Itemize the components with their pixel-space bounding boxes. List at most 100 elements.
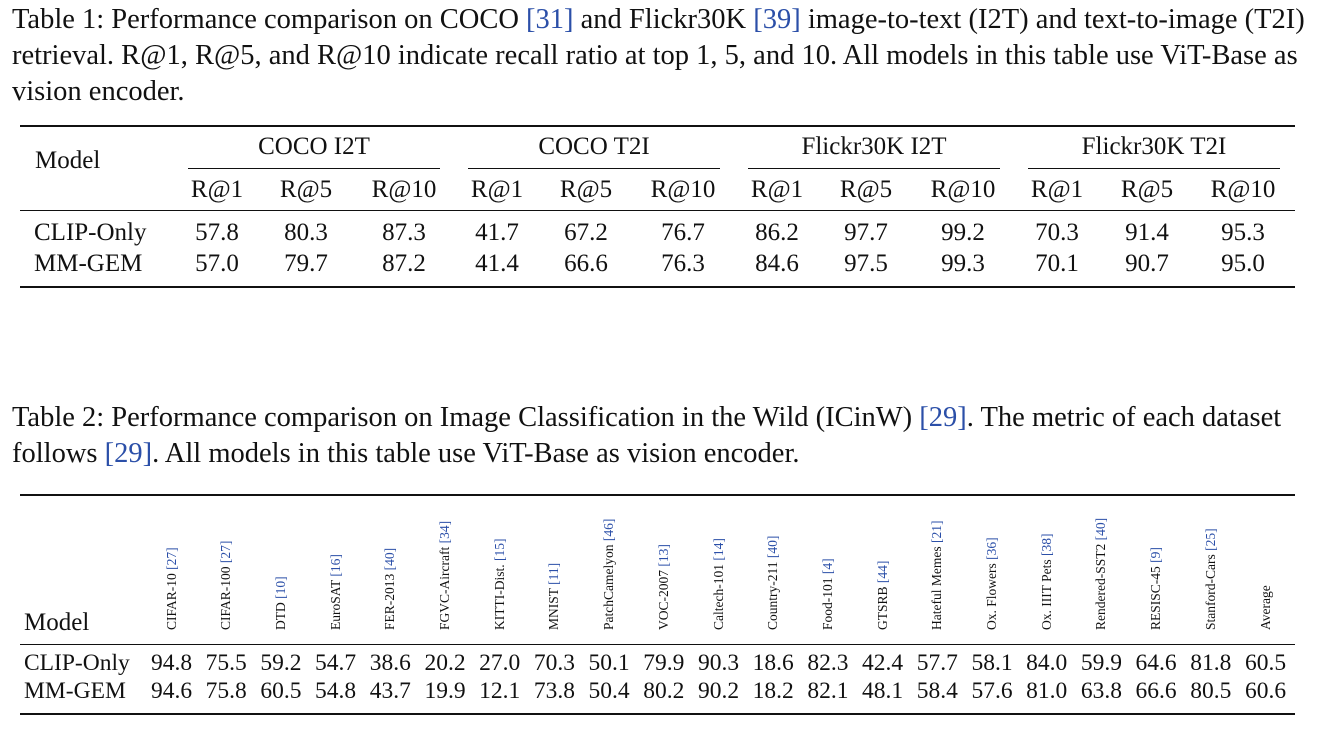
caption-text: . The metric of each dataset follows — [12, 402, 1282, 469]
citation-link[interactable]: [25] — [1202, 528, 1218, 551]
table2-cell: 54.8 — [315, 678, 357, 704]
citation-link[interactable]: [34] — [437, 520, 452, 544]
table2-cell: 84.0 — [1026, 650, 1068, 676]
table2-cell: 64.6 — [1135, 650, 1177, 676]
table2-column-name: KITTI-Dist. — [491, 564, 507, 630]
table2-column-name: Ox. IIIT Pets — [1038, 559, 1054, 630]
table1-cell: 99.3 — [941, 250, 985, 277]
table1-group-underline — [468, 168, 720, 169]
table2-cell: 81.0 — [1026, 678, 1068, 704]
citation-link[interactable]: [16] — [327, 554, 343, 577]
table2-column-header: Rendered-SST2 [40] — [1093, 518, 1109, 630]
table2-cell: 82.1 — [807, 678, 849, 704]
citation-link[interactable]: [9] — [1148, 547, 1164, 563]
table1-row-model: CLIP-Only — [34, 219, 147, 246]
table2-column-header: Ox. Flowers [36] — [984, 537, 1000, 630]
citation-link[interactable]: [46] — [601, 518, 617, 542]
table2-cell: 63.8 — [1080, 678, 1122, 704]
table2-column-header: PatchCamelyon [46] — [601, 519, 617, 630]
table1-bottom-rule — [20, 286, 1295, 288]
table1-group-underline — [188, 168, 440, 169]
table2-row-model: CLIP-Only — [24, 650, 130, 676]
citation-link[interactable]: [11] — [546, 562, 562, 585]
table1-cell: 66.6 — [564, 250, 608, 277]
table2-column-header: CIFAR-10 [27] — [164, 547, 180, 630]
table2-column-header: Country-211 [40] — [765, 536, 781, 630]
citation-link[interactable]: [10] — [272, 576, 288, 599]
table1-group-header: COCO T2I — [538, 133, 650, 160]
citation-link[interactable]: [27] — [163, 547, 179, 570]
table2-column-name: Country-211 — [765, 561, 781, 631]
citation-link[interactable]: [40] — [382, 547, 398, 571]
table2-model-header: Model — [24, 609, 90, 636]
table2-cell: 70.3 — [533, 650, 575, 676]
citation-link[interactable]: [40] — [1093, 517, 1109, 541]
table1-group-underline — [1028, 168, 1280, 169]
table2-column-header: RESISC-45 [9] — [1148, 547, 1164, 630]
citation-link[interactable]: [29] — [919, 402, 967, 433]
table1-metric-header: R@1 — [750, 176, 804, 203]
table2-cell: 73.8 — [533, 678, 575, 704]
table2-column-name: VOC-2007 — [655, 570, 671, 630]
table1-cell: 79.7 — [284, 250, 328, 277]
table2-column-name: EuroSAT — [327, 579, 343, 630]
citation-link[interactable]: [40] — [765, 535, 781, 559]
table2-bottom-rule — [20, 713, 1295, 715]
table2-cell: 57.7 — [916, 650, 958, 676]
caption-text: and Flickr30K — [573, 4, 754, 35]
table2-cell: 57.6 — [971, 678, 1013, 704]
table1-cell: 87.2 — [382, 250, 426, 277]
table2-cell: 58.4 — [916, 678, 958, 704]
table2-cell: 80.2 — [643, 678, 685, 704]
table1-metric-header: R@5 — [839, 176, 893, 203]
caption-text: Table 2: Performance comparison on Image… — [12, 402, 920, 433]
table2-column-header: VOC-2007 [13] — [656, 544, 672, 630]
table2-top-rule — [20, 494, 1295, 496]
table2-cell: 82.3 — [807, 650, 849, 676]
citation-link[interactable]: [15] — [491, 538, 507, 562]
table2-cell: 18.2 — [752, 678, 794, 704]
table2-column-name: MNIST — [546, 588, 562, 630]
table2-cell: 75.5 — [205, 650, 247, 676]
citation-link[interactable]: [39] — [753, 4, 801, 35]
table1-cell: 67.2 — [564, 219, 608, 246]
table2-column-name: PatchCamelyon — [601, 544, 617, 630]
table1-cell: 57.8 — [195, 219, 239, 246]
table1-cell: 57.0 — [195, 250, 239, 277]
citation-link[interactable]: [44] — [874, 560, 890, 584]
table2-cell: 27.0 — [479, 650, 521, 676]
table2-cell: 54.7 — [315, 650, 357, 676]
table1-metric-header: R@1 — [1030, 176, 1084, 203]
table2-cell: 19.9 — [424, 678, 466, 704]
citation-link[interactable]: [38] — [1038, 533, 1054, 557]
table2-cell: 42.4 — [862, 650, 904, 676]
table2-column-name: Hateful Memes — [929, 546, 945, 630]
table2-cell: 50.1 — [588, 650, 630, 676]
citation-link[interactable]: [21] — [929, 520, 945, 544]
table1-cell: 70.1 — [1035, 250, 1079, 277]
table1-cell: 95.3 — [1221, 219, 1265, 246]
table1-cell: 87.3 — [382, 219, 426, 246]
table2-column-name: FGVC-Aircraft — [437, 546, 452, 630]
table2-cell: 12.1 — [479, 678, 521, 704]
table1-caption: Table 1: Performance comparison on COCO … — [12, 2, 1312, 110]
table1-metric-header: R@10 — [1210, 176, 1276, 203]
citation-link[interactable]: [36] — [984, 537, 999, 560]
table1-metric-header: R@10 — [650, 176, 716, 203]
table2-cell: 18.6 — [752, 650, 794, 676]
citation-link[interactable]: [31] — [526, 4, 574, 35]
table1-mid-rule — [20, 210, 1295, 211]
table2-column-header: Caltech-101 [14] — [711, 538, 727, 630]
citation-link[interactable]: [13] — [655, 544, 671, 567]
caption-text: . All models in this table use ViT-Base … — [152, 438, 800, 469]
table1-metric-header: R@5 — [559, 176, 613, 203]
citation-link[interactable]: [4] — [819, 558, 835, 575]
table2-cell: 60.5 — [1244, 650, 1287, 676]
table2-cell: 94.8 — [150, 650, 193, 676]
citation-link[interactable]: [29] — [104, 438, 153, 469]
table1-metric-header: R@10 — [371, 176, 437, 203]
citation-link[interactable]: [14] — [710, 538, 726, 561]
table2-column-name: Rendered-SST2 — [1093, 543, 1109, 630]
citation-link[interactable]: [27] — [218, 540, 234, 564]
